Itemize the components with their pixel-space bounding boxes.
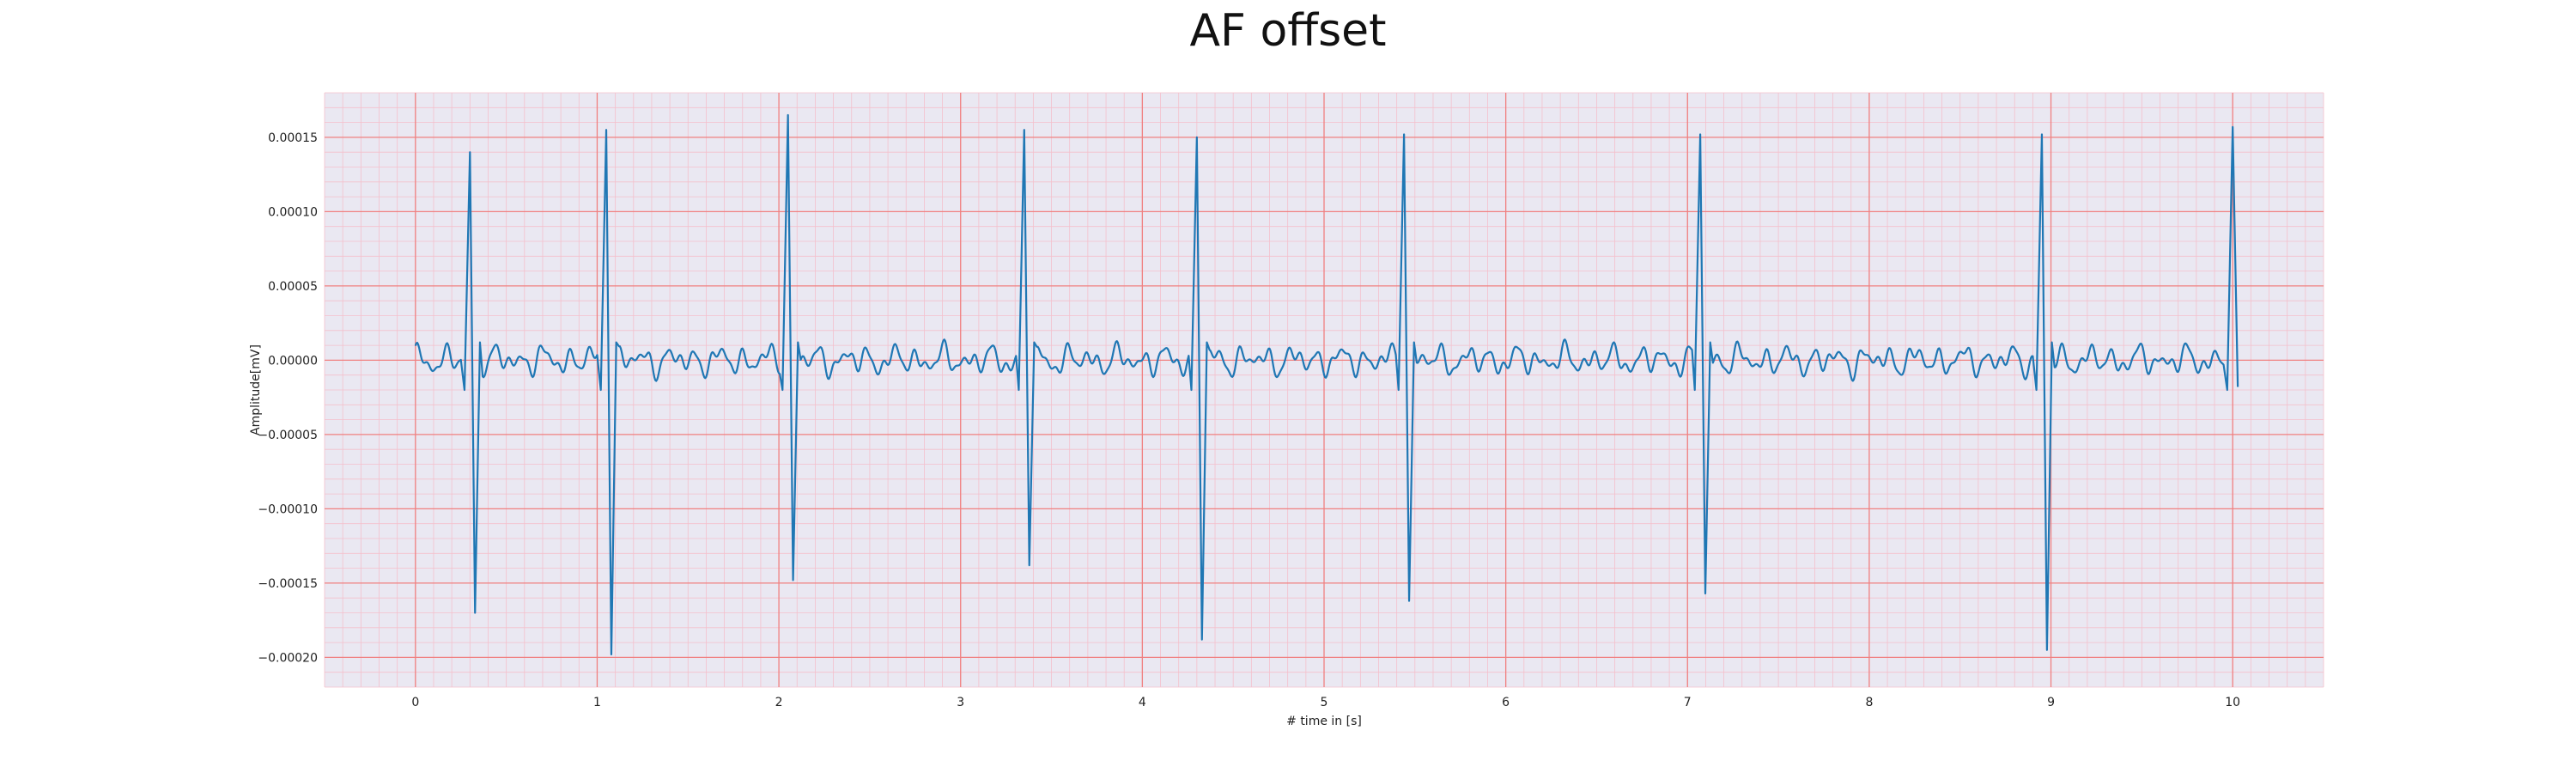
x-tick-label: 6 [1502,696,1510,709]
chart-title: AF offset [1189,5,1387,57]
y-tick-label: 0.00005 [268,280,318,294]
x-tick-label: 7 [1684,696,1692,709]
x-tick-label: 3 [957,696,964,709]
x-tick-label: 4 [1139,696,1146,709]
x-tick-label: 0 [411,696,419,709]
x-axis-label: # time in [s] [1286,715,1362,728]
y-tick-label: −0.00020 [258,651,318,665]
y-tick-label: 0.00000 [268,354,318,368]
x-tick-label: 9 [2047,696,2055,709]
y-tick-label: −0.00015 [258,577,318,591]
y-tick-label: −0.00010 [258,502,318,516]
x-tick-label: 1 [593,696,601,709]
x-tick-label: 5 [1321,696,1328,709]
x-tick-label: 10 [2225,696,2240,709]
y-tick-label: 0.00010 [268,205,318,219]
x-tick-label: 2 [775,696,783,709]
x-tick-label: 8 [1865,696,1873,709]
series-ecg-line [414,113,2239,656]
y-tick-label: −0.00005 [258,429,318,442]
y-axis-label: Amplitude[mV] [249,344,263,435]
y-tick-label: 0.00015 [268,131,318,145]
